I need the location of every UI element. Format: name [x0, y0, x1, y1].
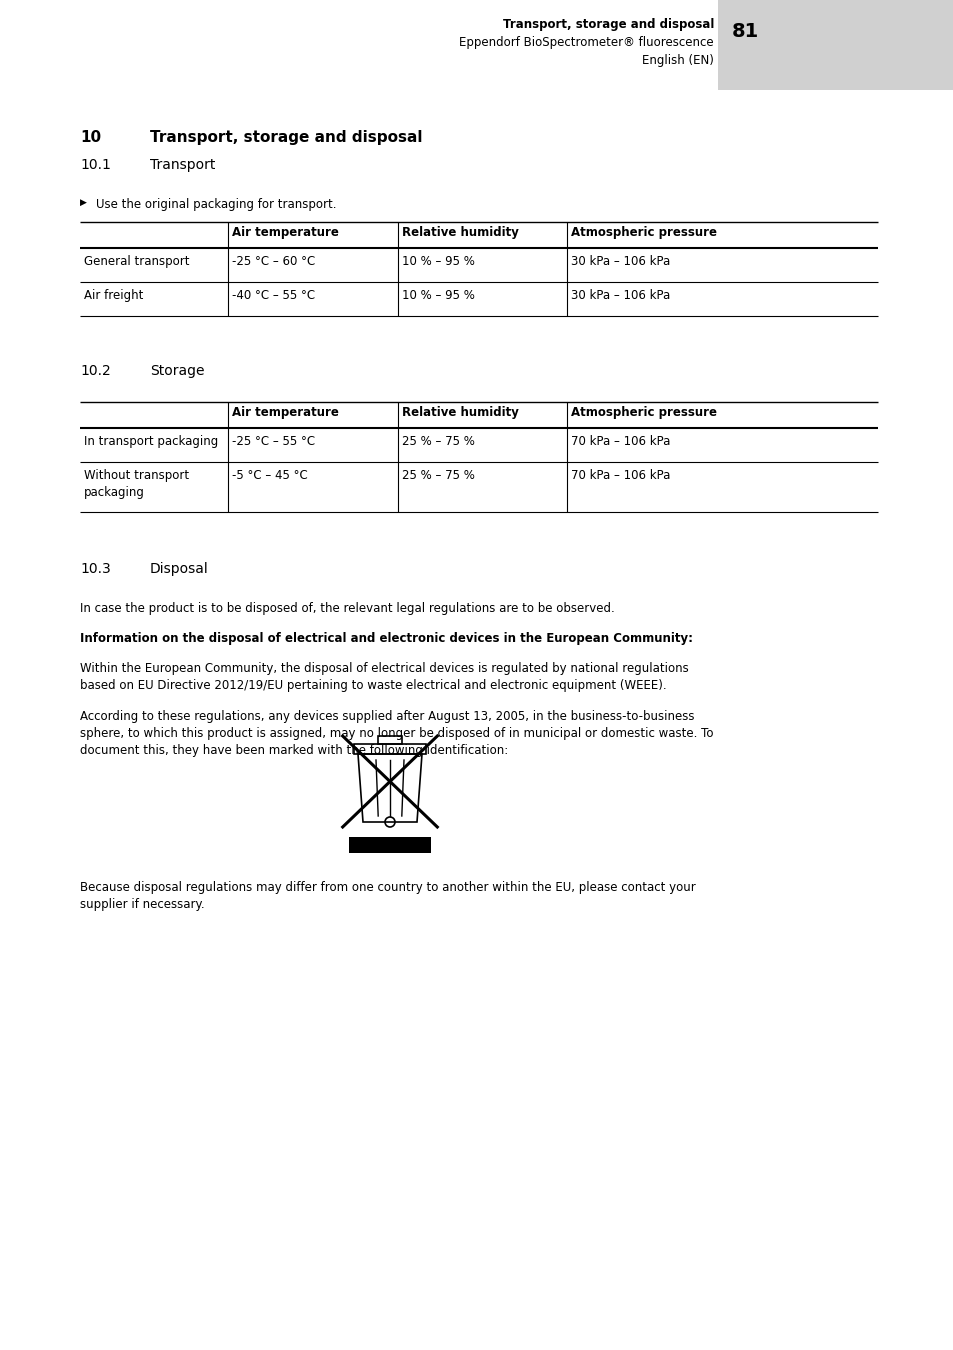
Text: 81: 81 [731, 22, 759, 40]
Text: Disposal: Disposal [150, 562, 209, 576]
Text: Air temperature: Air temperature [232, 225, 338, 239]
Bar [349, 837, 431, 853]
Text: Air temperature: Air temperature [232, 406, 338, 418]
Text: Transport: Transport [150, 158, 215, 171]
Text: 10.3: 10.3 [80, 562, 111, 576]
Text: Use the original packaging for transport.: Use the original packaging for transport… [96, 198, 336, 211]
Text: Air freight: Air freight [84, 289, 143, 302]
Text: Transport, storage and disposal: Transport, storage and disposal [502, 18, 713, 31]
Text: 10.2: 10.2 [80, 364, 111, 378]
Text: Information on the disposal of electrical and electronic devices in the European: Information on the disposal of electrica… [80, 632, 692, 645]
Text: Transport, storage and disposal: Transport, storage and disposal [150, 130, 422, 144]
Text: 10 % – 95 %: 10 % – 95 % [401, 289, 475, 302]
Text: 70 kPa – 106 kPa: 70 kPa – 106 kPa [571, 468, 670, 482]
Bar [377, 736, 401, 744]
Bar [718, 0, 953, 90]
Text: -25 °C – 55 °C: -25 °C – 55 °C [232, 435, 314, 448]
Text: 30 kPa – 106 kPa: 30 kPa – 106 kPa [571, 289, 670, 302]
Text: -40 °C – 55 °C: -40 °C – 55 °C [232, 289, 314, 302]
Bar [354, 744, 426, 755]
Text: 10: 10 [80, 130, 101, 144]
Text: Within the European Community, the disposal of electrical devices is regulated b: Within the European Community, the dispo… [80, 662, 688, 693]
Text: In case the product is to be disposed of, the relevant legal regulations are to : In case the product is to be disposed of… [80, 602, 614, 616]
Text: -25 °C – 60 °C: -25 °C – 60 °C [232, 255, 314, 269]
Text: ▶: ▶ [80, 198, 87, 207]
Text: Without transport
packaging: Without transport packaging [84, 468, 189, 500]
Text: 30 kPa – 106 kPa: 30 kPa – 106 kPa [571, 255, 670, 269]
Text: Atmospheric pressure: Atmospheric pressure [571, 225, 717, 239]
Text: 10.1: 10.1 [80, 158, 111, 171]
Text: 25 % – 75 %: 25 % – 75 % [401, 468, 475, 482]
Text: 10 % – 95 %: 10 % – 95 % [401, 255, 475, 269]
Text: 25 % – 75 %: 25 % – 75 % [401, 435, 475, 448]
Text: General transport: General transport [84, 255, 190, 269]
Text: English (EN): English (EN) [641, 54, 713, 68]
Text: Relative humidity: Relative humidity [401, 406, 518, 418]
Text: Eppendorf BioSpectrometer® fluorescence: Eppendorf BioSpectrometer® fluorescence [459, 36, 713, 49]
Text: Relative humidity: Relative humidity [401, 225, 518, 239]
Text: Because disposal regulations may differ from one country to another within the E: Because disposal regulations may differ … [80, 882, 695, 911]
Text: 70 kPa – 106 kPa: 70 kPa – 106 kPa [571, 435, 670, 448]
Text: Storage: Storage [150, 364, 204, 378]
Text: Atmospheric pressure: Atmospheric pressure [571, 406, 717, 418]
Text: In transport packaging: In transport packaging [84, 435, 218, 448]
Text: According to these regulations, any devices supplied after August 13, 2005, in t: According to these regulations, any devi… [80, 710, 713, 757]
Text: -5 °C – 45 °C: -5 °C – 45 °C [232, 468, 308, 482]
